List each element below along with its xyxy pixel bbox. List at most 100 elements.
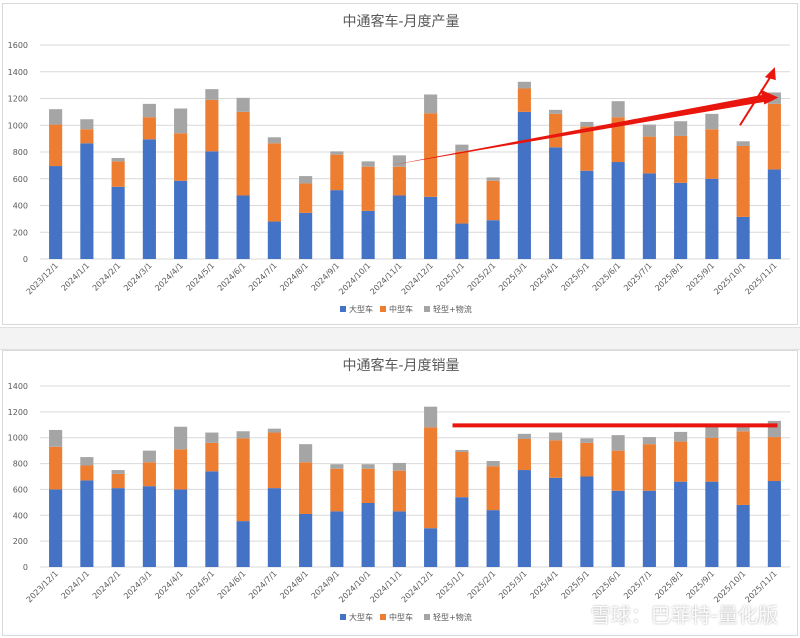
production-bar-medium bbox=[424, 113, 438, 197]
production-bar-medium bbox=[174, 133, 188, 181]
production-bar-medium bbox=[142, 117, 156, 140]
sales-bar-light bbox=[611, 435, 625, 451]
sales-bar-large bbox=[517, 470, 531, 567]
sales-bar-large bbox=[549, 477, 563, 567]
watermark-text: 雪球：巴菲特-量化版 bbox=[590, 603, 778, 627]
sales-bar-medium bbox=[611, 450, 625, 491]
production-bar-large bbox=[611, 162, 625, 259]
sales-legend-swatch bbox=[340, 614, 346, 620]
sales-bar-large bbox=[580, 476, 594, 567]
production-legend-swatch bbox=[380, 306, 386, 312]
production-xtick-label: 2025/4/1 bbox=[528, 261, 560, 293]
sales-xtick-label: 2024/6/1 bbox=[216, 569, 248, 601]
sales-bar-medium bbox=[736, 431, 750, 505]
production-bar-light bbox=[49, 109, 63, 125]
production-xtick-label: 2025/2/1 bbox=[466, 261, 498, 293]
production-bar-large bbox=[674, 182, 688, 259]
sales-bar-light bbox=[267, 428, 281, 433]
production-bar-medium bbox=[111, 161, 125, 187]
production-bar-medium bbox=[705, 129, 719, 179]
sales-bar-medium bbox=[517, 439, 531, 471]
production-bar-medium bbox=[49, 124, 63, 167]
production-trend-arrow-shaft bbox=[390, 94, 767, 166]
production-bar-medium bbox=[80, 129, 94, 144]
production-xtick-label: 2025/6/1 bbox=[591, 261, 623, 293]
sales-bar-medium bbox=[330, 468, 344, 512]
production-ytick-label: 1600 bbox=[8, 41, 28, 50]
sales-bar-light bbox=[705, 425, 719, 438]
production-bar-light bbox=[517, 81, 531, 89]
production-bar-light bbox=[736, 141, 750, 146]
sales-xtick-label: 2024/3/1 bbox=[122, 569, 154, 601]
sales-bar-medium bbox=[205, 442, 219, 472]
production-legend-swatch bbox=[424, 306, 430, 312]
production-ytick-label: 1000 bbox=[8, 121, 28, 130]
production-legend-label: 轻型+物流 bbox=[433, 304, 472, 314]
sales-ytick-label: 600 bbox=[13, 485, 28, 494]
sales-legend-label: 大型车 bbox=[349, 612, 373, 622]
sales-bar-light bbox=[517, 433, 531, 440]
production-bar-light bbox=[330, 151, 344, 155]
production-bar-light bbox=[205, 89, 219, 100]
production-bar-large bbox=[736, 216, 750, 259]
sales-xtick-label: 2025/3/1 bbox=[497, 569, 529, 601]
production-bar-light bbox=[174, 108, 188, 134]
production-bar-medium bbox=[330, 154, 344, 191]
sales-bar-medium bbox=[392, 470, 406, 512]
production-legend-label: 中型车 bbox=[389, 304, 413, 314]
sales-bar-light bbox=[174, 426, 188, 450]
sales-bar-medium bbox=[111, 473, 125, 489]
sales-legend-label: 中型车 bbox=[389, 612, 413, 622]
sales-bar-large bbox=[174, 489, 188, 567]
production-bar-large bbox=[517, 111, 531, 259]
sales-ytick-label: 1000 bbox=[8, 434, 28, 443]
production-bar-light bbox=[424, 94, 438, 114]
production-bar-large bbox=[455, 223, 469, 259]
production-xtick-label: 2024/12/1 bbox=[400, 261, 435, 296]
production-bar-light bbox=[549, 109, 563, 114]
production-xtick-label: 2025/3/1 bbox=[497, 261, 529, 293]
sales-xtick-label: 2024/1/1 bbox=[60, 569, 92, 601]
sales-bar-large bbox=[611, 490, 625, 567]
sales-bar-light bbox=[111, 470, 125, 474]
production-up-arrow-line bbox=[739, 72, 774, 126]
production-xtick-label: 2025/10/1 bbox=[712, 261, 747, 296]
sales-bar-light bbox=[674, 431, 688, 442]
production-ytick-label: 1400 bbox=[8, 68, 28, 77]
production-xtick-label: 2025/11/1 bbox=[743, 261, 778, 296]
sales-bar-medium bbox=[580, 442, 594, 477]
sales-xtick-label: 2023/12/1 bbox=[25, 569, 60, 604]
production-bar-large bbox=[486, 220, 500, 259]
sales-bar-light bbox=[392, 462, 406, 471]
sales-bar-medium bbox=[361, 468, 375, 504]
production-bar-light bbox=[142, 103, 156, 118]
sales-bar-medium bbox=[174, 449, 188, 490]
production-ytick-label: 600 bbox=[13, 175, 28, 184]
production-bar-medium bbox=[236, 111, 250, 196]
production-chart-title: 中通客车-月度产量 bbox=[342, 13, 459, 30]
sales-chart-title: 中通客车-月度销量 bbox=[342, 357, 459, 374]
sales-legend-swatch bbox=[380, 614, 386, 620]
sales-xtick-label: 2025/7/1 bbox=[622, 569, 654, 601]
sales-xtick-label: 2024/10/1 bbox=[337, 569, 372, 604]
production-bar-medium bbox=[392, 166, 406, 196]
sales-ytick-label: 1400 bbox=[8, 382, 28, 391]
production-trend-arrow-head bbox=[760, 89, 779, 105]
production-xtick-label: 2024/11/1 bbox=[368, 261, 403, 296]
production-xtick-label: 2025/5/1 bbox=[560, 261, 592, 293]
production-bar-light bbox=[674, 121, 688, 136]
sales-bar-light bbox=[205, 432, 219, 443]
sales-xtick-label: 2024/9/1 bbox=[310, 569, 342, 601]
sales-bar-large bbox=[299, 513, 313, 567]
sales-xtick-label: 2025/8/1 bbox=[653, 569, 685, 601]
production-xtick-label: 2024/10/1 bbox=[337, 261, 372, 296]
production-bar-medium bbox=[205, 99, 219, 152]
sales-xtick-label: 2025/9/1 bbox=[685, 569, 717, 601]
production-ytick-label: 0 bbox=[23, 255, 28, 264]
production-bar-large bbox=[299, 212, 313, 259]
production-bar-light bbox=[486, 177, 500, 181]
sales-xtick-label: 2025/4/1 bbox=[528, 569, 560, 601]
sales-bar-medium bbox=[80, 465, 94, 481]
